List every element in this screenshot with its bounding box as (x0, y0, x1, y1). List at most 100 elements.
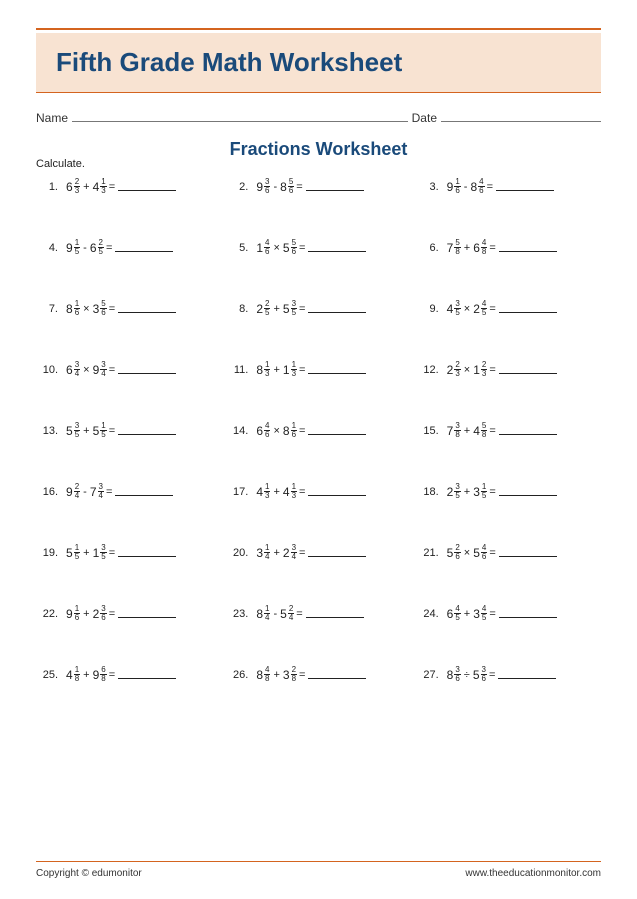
whole-part: 9 (66, 485, 73, 499)
fraction-part: 46 (264, 239, 270, 256)
denominator: 4 (264, 614, 270, 622)
answer-blank[interactable] (308, 427, 366, 435)
problem-number: 13. (36, 425, 58, 437)
problem-number: 22. (36, 608, 58, 620)
denominator: 6 (478, 187, 484, 195)
problem-number: 1. (36, 181, 58, 193)
answer-blank[interactable] (118, 427, 176, 435)
mixed-number: 625 (90, 239, 104, 256)
operator: + (464, 486, 470, 498)
denominator: 8 (454, 431, 460, 439)
whole-part: 7 (90, 485, 97, 499)
answer-blank[interactable] (308, 671, 366, 679)
fraction-part: 48 (481, 239, 487, 256)
mixed-number: 536 (473, 666, 487, 683)
equals: = (489, 486, 495, 498)
name-blank[interactable] (72, 112, 408, 122)
band-bottom-rule (36, 92, 601, 93)
operator: × (273, 425, 279, 437)
problem: 25.418+968= (36, 666, 220, 683)
answer-blank[interactable] (115, 488, 173, 496)
fraction-part: 58 (454, 239, 460, 256)
answer-blank[interactable] (499, 366, 557, 374)
fraction-part: 13 (264, 483, 270, 500)
answer-blank[interactable] (308, 549, 366, 557)
denominator: 6 (264, 187, 270, 195)
operator: × (464, 547, 470, 559)
mixed-number: 836 (447, 666, 461, 683)
answer-blank[interactable] (308, 488, 366, 496)
date-blank[interactable] (441, 112, 601, 122)
whole-part: 8 (256, 363, 263, 377)
problem-number: 12. (417, 364, 439, 376)
answer-blank[interactable] (499, 549, 557, 557)
denominator: 4 (291, 553, 297, 561)
problem: 6.758+648= (417, 239, 601, 256)
denominator: 8 (481, 248, 487, 256)
answer-blank[interactable] (118, 366, 176, 374)
answer-blank[interactable] (496, 183, 554, 191)
fraction-part: 13 (291, 483, 297, 500)
answer-blank[interactable] (499, 305, 557, 313)
fraction-part: 23 (454, 361, 460, 378)
mixed-number: 645 (447, 605, 461, 622)
problem-number: 24. (417, 608, 439, 620)
whole-part: 8 (283, 424, 290, 438)
operator: - (273, 608, 277, 620)
fraction-part: 24 (74, 483, 80, 500)
answer-blank[interactable] (118, 671, 176, 679)
answer-blank[interactable] (499, 427, 557, 435)
mixed-number: 356 (93, 300, 107, 317)
fraction-part: 35 (100, 544, 106, 561)
answer-blank[interactable] (498, 671, 556, 679)
problem-number: 21. (417, 547, 439, 559)
denominator: 3 (291, 370, 297, 378)
answer-blank[interactable] (499, 244, 557, 252)
fraction-part: 36 (264, 178, 270, 195)
denominator: 6 (100, 614, 106, 622)
problem-number: 25. (36, 669, 58, 681)
fraction-part: 36 (454, 666, 460, 683)
answer-blank[interactable] (118, 305, 176, 313)
whole-part: 6 (256, 424, 263, 438)
mixed-number: 634 (66, 361, 80, 378)
problem: 27.836÷536= (417, 666, 601, 683)
answer-blank[interactable] (308, 244, 366, 252)
answer-blank[interactable] (499, 610, 557, 618)
equals: = (299, 242, 305, 254)
mixed-number: 515 (66, 544, 80, 561)
denominator: 5 (100, 431, 106, 439)
answer-blank[interactable] (306, 610, 364, 618)
answer-blank[interactable] (308, 305, 366, 313)
fraction-part: 56 (100, 300, 106, 317)
answer-blank[interactable] (308, 366, 366, 374)
mixed-number: 916 (66, 605, 80, 622)
answer-blank[interactable] (306, 183, 364, 191)
whole-part: 8 (256, 668, 263, 682)
denominator: 5 (481, 614, 487, 622)
equals: = (296, 608, 302, 620)
fraction-part: 25 (98, 239, 104, 256)
problem: 9.435×245= (417, 300, 601, 317)
whole-part: 4 (93, 180, 100, 194)
name-date-row: Name Date (36, 111, 601, 125)
fraction-part: 16 (454, 178, 460, 195)
whole-part: 4 (447, 302, 454, 316)
whole-part: 6 (447, 607, 454, 621)
denominator: 4 (74, 370, 80, 378)
answer-blank[interactable] (118, 610, 176, 618)
answer-blank[interactable] (499, 488, 557, 496)
fraction-part: 46 (264, 422, 270, 439)
operator: - (83, 486, 87, 498)
footer-url: www.theeducationmonitor.com (465, 868, 601, 879)
operator: + (83, 669, 89, 681)
answer-blank[interactable] (118, 549, 176, 557)
denominator: 3 (264, 370, 270, 378)
mixed-number: 315 (473, 483, 487, 500)
denominator: 8 (264, 675, 270, 683)
mixed-number: 648 (473, 239, 487, 256)
answer-blank[interactable] (118, 183, 176, 191)
whole-part: 5 (66, 546, 73, 560)
fraction-part: 15 (100, 422, 106, 439)
answer-blank[interactable] (115, 244, 173, 252)
